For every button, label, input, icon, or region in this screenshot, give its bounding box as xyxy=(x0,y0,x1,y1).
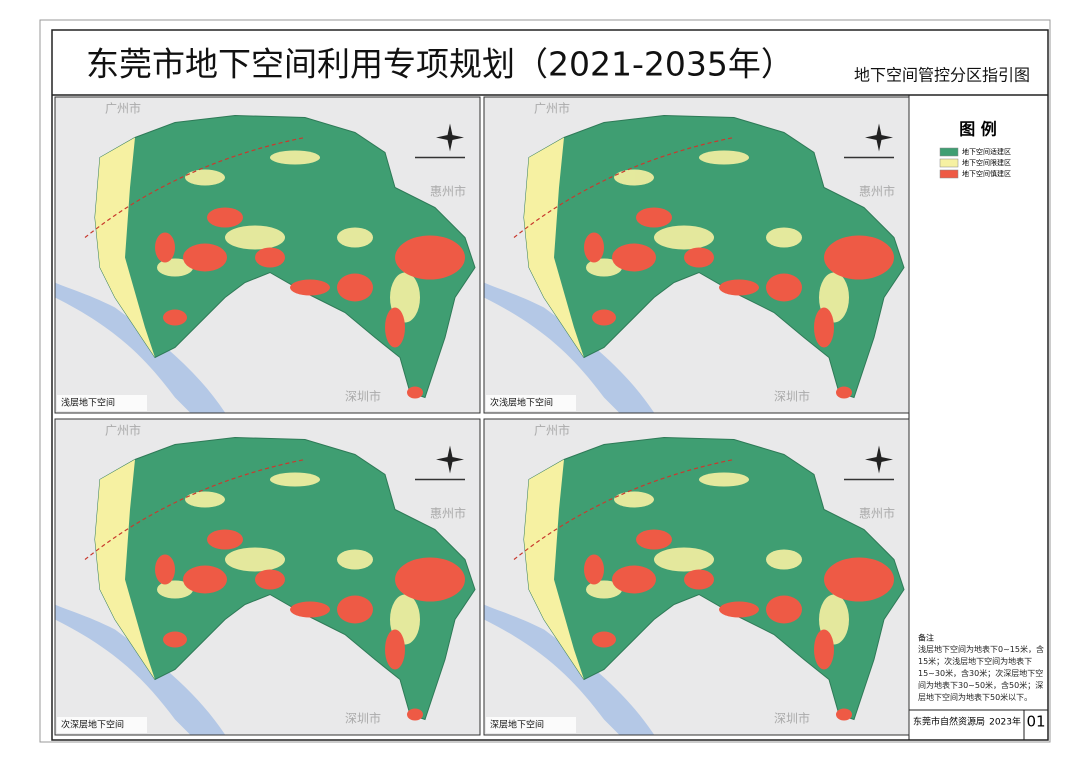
legend-label: 地下空间慎建区 xyxy=(962,169,1011,178)
panel-label-bg xyxy=(486,717,576,733)
subtitle: 地下空间管控分区指引图 xyxy=(854,66,1030,85)
panel-label: 浅层地下空间 xyxy=(61,397,115,409)
city-label: 深圳市 xyxy=(774,389,810,404)
notes-text: 浅层地下空间为地表下0~15米，含15米；次浅层地下空间为地表下15~30米，含… xyxy=(918,645,1044,702)
legend-label: 地下空间适建区 xyxy=(962,147,1011,156)
panel-label-bg xyxy=(57,717,147,733)
panel-label: 深层地下空间 xyxy=(490,719,544,731)
legend-title: 图 例 xyxy=(959,120,997,139)
panel-border xyxy=(483,418,910,736)
legend-swatch xyxy=(939,169,959,179)
city-label: 广州市 xyxy=(105,101,141,116)
outer-frame xyxy=(39,19,1051,743)
panel-border xyxy=(483,96,910,414)
city-label: 广州市 xyxy=(534,423,570,438)
panel-label-bg xyxy=(57,395,147,411)
city-label: 深圳市 xyxy=(345,711,381,726)
city-label: 深圳市 xyxy=(774,711,810,726)
city-label: 惠州市 xyxy=(859,184,895,199)
legend-swatch xyxy=(939,147,959,157)
sheet-number: 01 xyxy=(1026,713,1045,731)
panel-border xyxy=(54,418,481,736)
panel-label: 次浅层地下空间 xyxy=(490,397,553,409)
map xyxy=(484,419,909,735)
inner-frame xyxy=(51,29,1049,741)
map xyxy=(55,97,480,413)
city-label: 广州市 xyxy=(534,101,570,116)
city-label: 深圳市 xyxy=(345,389,381,404)
notes: 浅层地下空间为地表下0~15米，含15米；次浅层地下空间为地表下15~30米，含… xyxy=(918,645,1044,702)
map xyxy=(55,419,480,735)
legend-swatch xyxy=(939,158,959,168)
agency: 东莞市自然资源局 xyxy=(913,716,985,728)
year: 2023年 xyxy=(989,716,1021,728)
panel-border xyxy=(54,96,481,414)
city-label: 惠州市 xyxy=(859,506,895,521)
map xyxy=(484,97,909,413)
city-label: 惠州市 xyxy=(430,506,466,521)
panel-label-bg xyxy=(486,395,576,411)
notes-title: 备注 xyxy=(918,633,934,643)
city-label: 广州市 xyxy=(105,423,141,438)
panel-label: 次深层地下空间 xyxy=(61,719,124,731)
title: 东莞市地下空间利用专项规划（2021-2035年） xyxy=(86,45,794,84)
city-label: 惠州市 xyxy=(430,184,466,199)
legend-label: 地下空间限建区 xyxy=(962,158,1011,167)
